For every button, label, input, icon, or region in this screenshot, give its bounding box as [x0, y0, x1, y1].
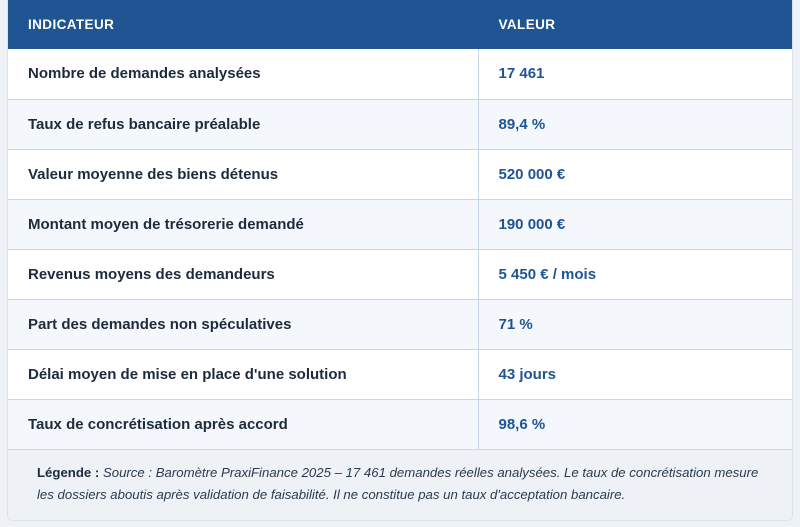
indicator-cell: Nombre de demandes analysées [8, 49, 479, 100]
table-body: Nombre de demandes analysées 17 461 Taux… [8, 49, 792, 450]
indicator-cell: Délai moyen de mise en place d'une solut… [8, 349, 479, 400]
indicator-table-card: INDICATEUR VALEUR Nombre de demandes ana… [7, 0, 793, 521]
value-cell: 89,4 % [478, 99, 792, 150]
indicator-table: INDICATEUR VALEUR Nombre de demandes ana… [8, 0, 792, 450]
indicator-cell: Taux de concrétisation après accord [8, 399, 479, 450]
indicator-cell: Revenus moyens des demandeurs [8, 249, 479, 300]
table-header: INDICATEUR VALEUR [8, 0, 792, 49]
legend-text: Source : Baromètre PraxiFinance 2025 – 1… [37, 464, 759, 502]
table-legend: Légende : Source : Baromètre PraxiFinanc… [8, 449, 792, 520]
table-row: Part des demandes non spéculatives 71 % [8, 299, 792, 350]
value-cell: 190 000 € [478, 199, 792, 250]
column-header-value: VALEUR [477, 0, 792, 49]
value-cell: 17 461 [478, 49, 792, 100]
column-header-indicator: INDICATEUR [28, 17, 115, 32]
indicator-cell: Part des demandes non spéculatives [8, 299, 479, 350]
value-cell: 5 450 € / mois [478, 249, 792, 300]
table-row: Taux de concrétisation après accord 98,6… [8, 399, 792, 450]
indicator-cell: Taux de refus bancaire préalable [8, 99, 479, 150]
table-row: Valeur moyenne des biens détenus 520 000… [8, 149, 792, 200]
indicator-cell: Valeur moyenne des biens détenus [8, 149, 479, 200]
table-row: Montant moyen de trésorerie demandé 190 … [8, 199, 792, 250]
table-header-row: INDICATEUR VALEUR [8, 0, 792, 49]
value-cell: 43 jours [478, 349, 792, 400]
table-row: Revenus moyens des demandeurs 5 450 € / … [8, 249, 792, 300]
value-cell: 520 000 € [478, 149, 792, 200]
table-row: Délai moyen de mise en place d'une solut… [8, 349, 792, 400]
legend-label: Légende : [37, 464, 100, 480]
table-row: Nombre de demandes analysées 17 461 [8, 49, 792, 100]
value-cell: 71 % [478, 299, 792, 350]
value-cell: 98,6 % [478, 399, 792, 450]
table-row: Taux de refus bancaire préalable 89,4 % [8, 99, 792, 150]
indicator-cell: Montant moyen de trésorerie demandé [8, 199, 479, 250]
